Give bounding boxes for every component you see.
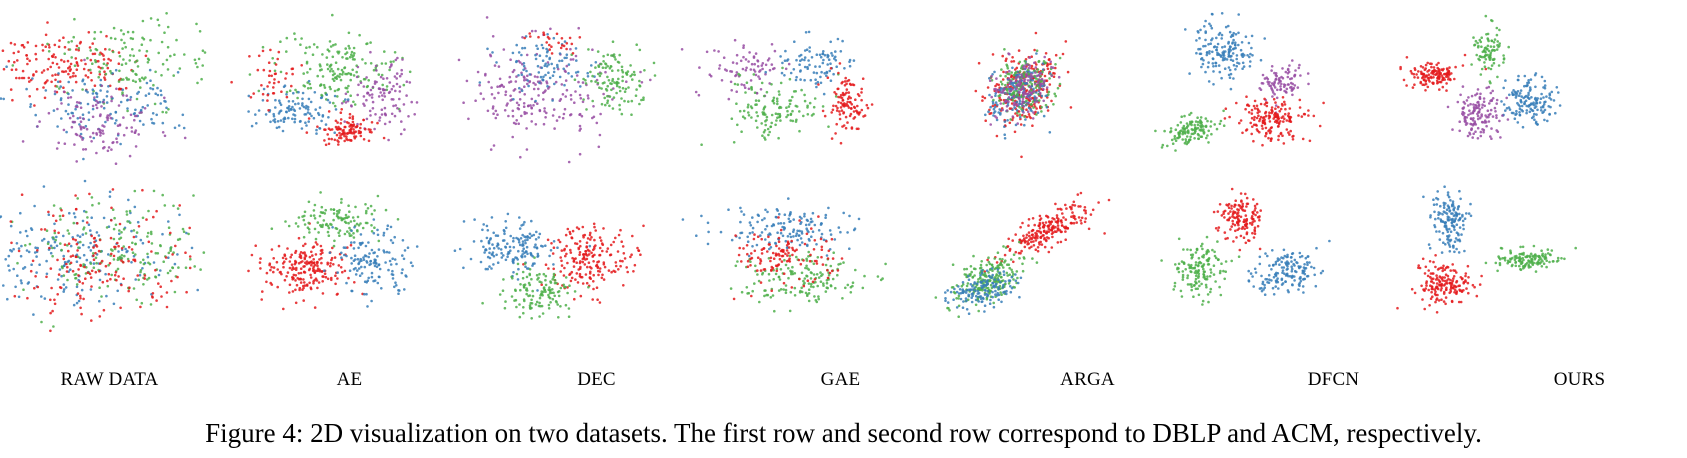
cluster-blue (0, 179, 199, 316)
cluster-green (481, 256, 590, 320)
cluster-red (1223, 95, 1325, 147)
cluster-red (523, 31, 582, 55)
cluster-blue (1422, 185, 1473, 254)
cluster-green (1154, 109, 1226, 152)
cluster-blue (247, 79, 350, 135)
cluster-red (1212, 187, 1262, 252)
cluster-red (9, 188, 192, 333)
cluster-blue (323, 218, 419, 308)
cluster-red (732, 215, 844, 301)
scatter-plot (1154, 12, 1325, 152)
scatter-panel-dblp-gae (674, 10, 899, 170)
scatter-panel-acm-ours (1362, 175, 1587, 335)
method-label-arga: ARGA (1060, 369, 1115, 390)
cluster-green (270, 191, 400, 248)
cluster-green (1484, 244, 1577, 273)
scatter-plot (680, 30, 874, 146)
scatter-plot (0, 179, 206, 333)
scatter-panel-dblp-dfcn (1134, 10, 1359, 170)
scatter-panel-acm-gae (674, 175, 899, 335)
scatter-plot (0, 12, 207, 165)
scatter-panel-acm-dfcn (1134, 175, 1359, 335)
scatter-plot (974, 31, 1073, 159)
scatter-plot (457, 16, 657, 164)
scatter-panel-acm-ae (216, 175, 441, 335)
scatter-panel-acm-dec (444, 175, 669, 335)
scatter-plot (934, 191, 1111, 318)
scatter-plot (1396, 185, 1577, 314)
cluster-purple (680, 38, 791, 101)
cluster-green (10, 189, 206, 328)
cluster-green (570, 40, 657, 116)
cluster-red (305, 108, 386, 147)
cluster-blue (944, 267, 1023, 315)
scatter-panel-acm-arga (910, 175, 1135, 335)
cluster-blue (984, 52, 1052, 140)
scatter-panel-dblp-arga (910, 10, 1135, 170)
scatter-plot (453, 212, 645, 320)
scatter-panel-dblp-ours (1362, 10, 1587, 170)
method-label-gae: GAE (820, 369, 861, 390)
cluster-purple (1446, 85, 1510, 140)
cluster-red (230, 48, 303, 112)
cluster-purple (21, 58, 187, 165)
cluster-red (983, 191, 1111, 273)
cluster-red (817, 62, 874, 145)
method-label-ours: OURS (1553, 369, 1606, 390)
cluster-green (248, 13, 412, 111)
scatter-plot (1160, 187, 1331, 306)
scatter-plot (230, 13, 419, 147)
cluster-blue (1500, 72, 1562, 129)
cluster-purple (457, 16, 652, 164)
cluster-purple (340, 50, 419, 142)
scatter-panel-dblp-dec (444, 10, 669, 170)
cluster-green (1160, 235, 1241, 306)
cluster-red (1396, 254, 1483, 314)
cluster-red (1399, 53, 1488, 92)
method-label-dec: DEC (577, 369, 616, 390)
cluster-blue (453, 212, 592, 292)
cluster-purple (988, 52, 1061, 126)
cluster-blue (681, 197, 861, 258)
cluster-blue (478, 33, 598, 103)
scatter-plot (681, 197, 887, 313)
scatter-plot (1399, 14, 1562, 140)
cluster-blue (1247, 239, 1331, 296)
method-label-ae: AE (336, 369, 363, 390)
cluster-green (700, 66, 840, 146)
figure-caption: Figure 4: 2D visualization on two datase… (205, 418, 1482, 448)
cluster-purple (1258, 59, 1310, 114)
cluster-red (247, 222, 364, 311)
cluster-blue (1184, 12, 1266, 91)
cluster-green (11, 12, 207, 114)
scatter-plot (247, 191, 419, 311)
cluster-blue (764, 30, 856, 96)
scatter-panel-dblp-raw-data (0, 10, 208, 170)
method-label-dfcn: DFCN (1307, 369, 1360, 390)
method-label-raw-data: RAW DATA (60, 369, 159, 390)
scatter-panel-acm-raw-data (0, 175, 208, 335)
cluster-green (934, 240, 1039, 318)
cluster-green (1470, 14, 1510, 85)
scatter-panel-dblp-ae (216, 10, 441, 170)
